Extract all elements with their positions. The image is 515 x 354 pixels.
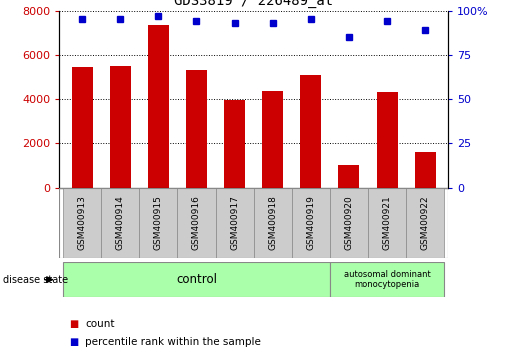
Bar (148, 25, 169, 188)
Bar (292, 188, 330, 258)
Text: GSM400919: GSM400919 (306, 195, 315, 251)
Bar (253, 188, 292, 258)
Bar (224, 100, 245, 188)
Text: control: control (176, 273, 217, 286)
Text: GSM400917: GSM400917 (230, 195, 239, 251)
Text: autosomal dominant
monocytopenia: autosomal dominant monocytopenia (344, 270, 431, 289)
Text: GSM400913: GSM400913 (78, 195, 87, 251)
Text: percentile rank within the sample: percentile rank within the sample (85, 337, 261, 347)
Text: GSM400914: GSM400914 (116, 196, 125, 250)
Text: disease state: disease state (3, 275, 67, 285)
Text: count: count (85, 319, 114, 329)
Bar (72, 67, 93, 188)
Text: GSM400920: GSM400920 (345, 196, 353, 250)
Text: GSM400918: GSM400918 (268, 195, 277, 251)
Bar (406, 188, 444, 258)
Bar (110, 66, 131, 188)
Bar (338, 166, 359, 188)
Bar (101, 188, 139, 258)
Bar (139, 188, 177, 258)
Bar (330, 262, 444, 297)
Text: GSM400915: GSM400915 (154, 195, 163, 251)
Bar (186, 70, 207, 188)
Bar (330, 188, 368, 258)
Title: GDS3819 / 226489_at: GDS3819 / 226489_at (174, 0, 333, 8)
Text: ■: ■ (70, 319, 79, 329)
Text: GSM400922: GSM400922 (421, 196, 430, 250)
Text: ■: ■ (70, 337, 79, 347)
Bar (368, 188, 406, 258)
Bar (262, 91, 283, 188)
Bar (177, 188, 215, 258)
Bar (300, 75, 321, 188)
Text: GSM400921: GSM400921 (383, 196, 391, 250)
Bar (376, 92, 398, 188)
Bar (63, 262, 330, 297)
Bar (215, 188, 253, 258)
Bar (415, 152, 436, 188)
Text: GSM400916: GSM400916 (192, 195, 201, 251)
Bar (63, 188, 101, 258)
